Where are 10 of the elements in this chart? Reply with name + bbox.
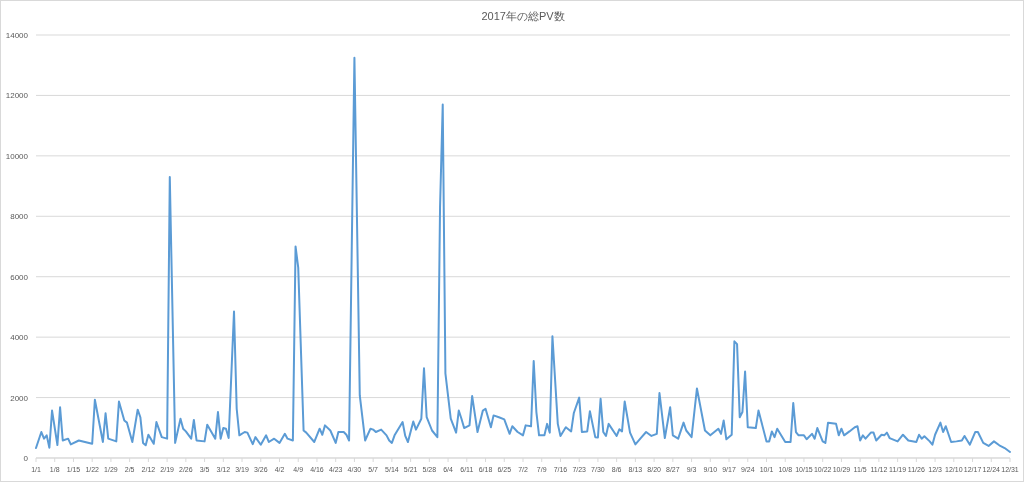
y-tick-label: 14000 — [5, 31, 29, 40]
y-tick-label: 8000 — [10, 212, 29, 222]
chart-title: 2017年の総PV数 — [481, 10, 565, 22]
y-tick-label: 4000 — [10, 333, 29, 343]
y-tick-label: 12000 — [5, 91, 29, 101]
y-tick-label: 10000 — [5, 151, 29, 161]
y-tick-label: 6000 — [10, 272, 29, 282]
y-tick-label: 0 — [23, 454, 29, 463]
line-series — [35, 56, 1011, 453]
y-tick-label: 2000 — [10, 393, 29, 403]
